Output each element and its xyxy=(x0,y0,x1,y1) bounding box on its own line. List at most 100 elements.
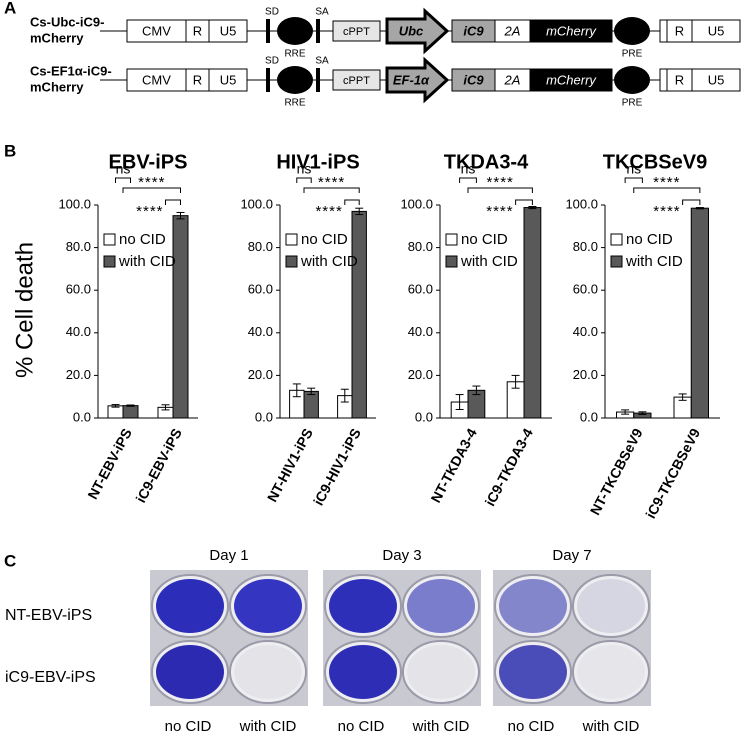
element-oval xyxy=(277,66,313,94)
well xyxy=(156,579,224,633)
ltr-edge xyxy=(659,68,668,92)
y-tick-label: 20.0 xyxy=(573,367,598,382)
category-label: NT-TKCBSeV9 xyxy=(587,425,646,517)
element-label: U5 xyxy=(708,23,725,38)
y-tick-label: 60.0 xyxy=(66,282,91,297)
construct-name: mCherry xyxy=(30,30,84,45)
row-label: iC9-EBV-iPS xyxy=(5,669,96,686)
category-label: NT-EBV-iPS xyxy=(84,426,135,502)
column-label: with CID xyxy=(412,718,470,735)
significance-bracket xyxy=(122,187,181,193)
y-axis-label: % Cell death xyxy=(11,242,38,378)
y-tick-label: 40.0 xyxy=(248,324,273,339)
y-tick-label: 100.0 xyxy=(400,196,433,211)
legend-swatch xyxy=(610,255,623,268)
element-label: iC9 xyxy=(463,72,484,87)
panel-label: C xyxy=(4,551,16,570)
significance-bracket xyxy=(115,177,131,183)
element-label: mCherry xyxy=(546,72,597,87)
element-label: U5 xyxy=(220,23,237,38)
element-label: R xyxy=(675,23,684,38)
y-tick-label: 80.0 xyxy=(248,239,273,254)
day-label: Day 3 xyxy=(382,547,421,564)
y-tick-label: 100.0 xyxy=(565,196,598,211)
legend-label: with CID xyxy=(300,253,358,270)
legend-label: no CID xyxy=(301,231,348,248)
error-bar xyxy=(455,394,464,410)
promoter-label: EF-1α xyxy=(393,72,430,87)
legend-swatch xyxy=(445,255,458,268)
error-bar xyxy=(511,374,520,389)
y-tick-label: 20.0 xyxy=(248,367,273,382)
annotation: ns xyxy=(297,161,312,177)
error-bar xyxy=(355,207,364,216)
element-label: R xyxy=(675,72,684,87)
splice-site xyxy=(316,19,320,43)
bar xyxy=(351,210,367,419)
y-tick-label: 60.0 xyxy=(248,282,273,297)
error-bar xyxy=(621,409,630,415)
chart-title: EBV-iPS xyxy=(109,151,188,173)
significance-bracket xyxy=(165,199,181,205)
element-label: 2A xyxy=(504,72,521,87)
legend-swatch xyxy=(610,233,623,246)
element-oval xyxy=(277,17,313,45)
oval-label: RRE xyxy=(284,49,305,60)
significance-bracket xyxy=(467,187,533,193)
well xyxy=(234,645,302,699)
element-oval xyxy=(614,66,650,94)
error-bar xyxy=(340,388,349,403)
panel-label: B xyxy=(4,141,16,160)
chart-title: HIV1-iPS xyxy=(276,151,359,173)
annotation: ns xyxy=(461,161,476,177)
category-label: iC9-HIV1-iPS xyxy=(310,426,364,508)
element-label: cPPT xyxy=(343,26,370,38)
oval-label: PRE xyxy=(622,98,643,109)
chart-title: TKDA3-4 xyxy=(444,151,529,173)
bar xyxy=(303,390,319,419)
well xyxy=(577,579,645,633)
annotation: **** xyxy=(318,174,345,191)
chart-title: TKCBSeV9 xyxy=(603,151,707,173)
y-tick-label: 40.0 xyxy=(408,324,433,339)
annotation: **** xyxy=(653,203,680,220)
element-box xyxy=(529,19,613,43)
element-box xyxy=(208,68,248,92)
error-bar xyxy=(472,385,481,396)
element-label: R xyxy=(193,72,202,87)
element-label: 2A xyxy=(504,23,521,38)
legend-label: no CID xyxy=(119,231,166,248)
category-label: NT-HIV1-iPS xyxy=(264,426,316,505)
bar xyxy=(523,207,542,419)
column-label: no CID xyxy=(165,718,212,735)
significance-bracket xyxy=(633,187,701,193)
annotation: **** xyxy=(138,174,165,191)
bar xyxy=(172,215,189,419)
category-label: NT-TKDA3-4 xyxy=(427,425,480,505)
ltr-edge xyxy=(659,19,668,43)
column-label: no CID xyxy=(508,718,555,735)
splice-site xyxy=(266,19,270,43)
promoter-arrow xyxy=(385,56,450,104)
promoter-label: Ubc xyxy=(399,23,424,38)
well xyxy=(499,579,567,633)
annotation: **** xyxy=(136,203,163,220)
oval-label: RRE xyxy=(284,98,305,109)
well xyxy=(329,579,397,633)
element-label: iC9 xyxy=(463,23,484,38)
legend-swatch xyxy=(285,233,298,246)
y-tick-label: 80.0 xyxy=(66,239,91,254)
annotation: **** xyxy=(486,203,513,220)
significance-bracket xyxy=(515,199,533,205)
legend-label: with CID xyxy=(460,253,518,270)
significance-bracket xyxy=(344,199,360,205)
panel-label: A xyxy=(4,0,16,17)
column-label: with CID xyxy=(582,718,640,735)
element-box xyxy=(691,19,741,43)
construct-name: Cs-EF1α-iC9- xyxy=(30,63,112,78)
y-tick-label: 100.0 xyxy=(58,196,91,211)
annotation: **** xyxy=(315,203,342,220)
error-bar xyxy=(161,404,170,411)
element-label: cPPT xyxy=(343,75,370,87)
